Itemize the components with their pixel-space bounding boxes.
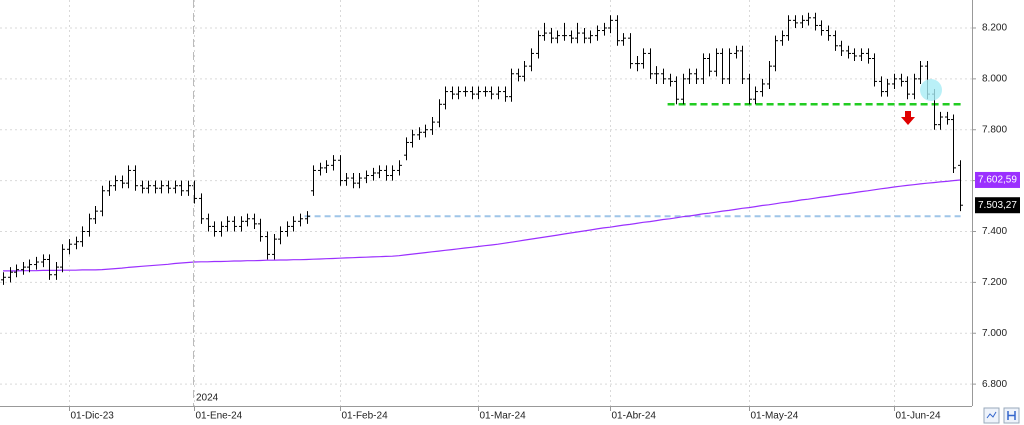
year-label: 2024 <box>196 393 219 404</box>
price-tag <box>975 197 1020 214</box>
x-tick-label: 01-Feb-24 <box>342 411 389 422</box>
tool-icon-glyph <box>1007 411 1016 420</box>
y-tick-label: 8.200 <box>982 23 1007 34</box>
y-tick-label: 7.800 <box>982 124 1007 135</box>
highlight-circle <box>920 79 942 101</box>
x-tick-label: 01-Mar-24 <box>480 411 527 422</box>
y-tick-label: 8.000 <box>982 74 1007 85</box>
plot-area <box>0 0 972 406</box>
y-tick-label: 6.800 <box>982 379 1007 390</box>
y-tick-label: 7.400 <box>982 226 1007 237</box>
x-tick-label: 01-Abr-24 <box>612 411 657 422</box>
y-tick-label: 7.000 <box>982 328 1007 339</box>
y-tick-label: 7.200 <box>982 277 1007 288</box>
x-tick-label: 01-Dic-23 <box>71 411 115 422</box>
tool-icon-glyph <box>986 411 997 419</box>
x-tick-label: 01-Ene-24 <box>196 411 243 422</box>
moving-average-line <box>3 179 961 272</box>
price-tag <box>975 171 1020 188</box>
down-arrow <box>901 111 915 125</box>
price-tag-label: 7.503,27 <box>978 200 1017 211</box>
x-tick-label: 01-May-24 <box>751 411 799 422</box>
price-tag-label: 7.602,59 <box>978 175 1017 186</box>
x-tick-label: 01-Jun-24 <box>896 411 941 422</box>
